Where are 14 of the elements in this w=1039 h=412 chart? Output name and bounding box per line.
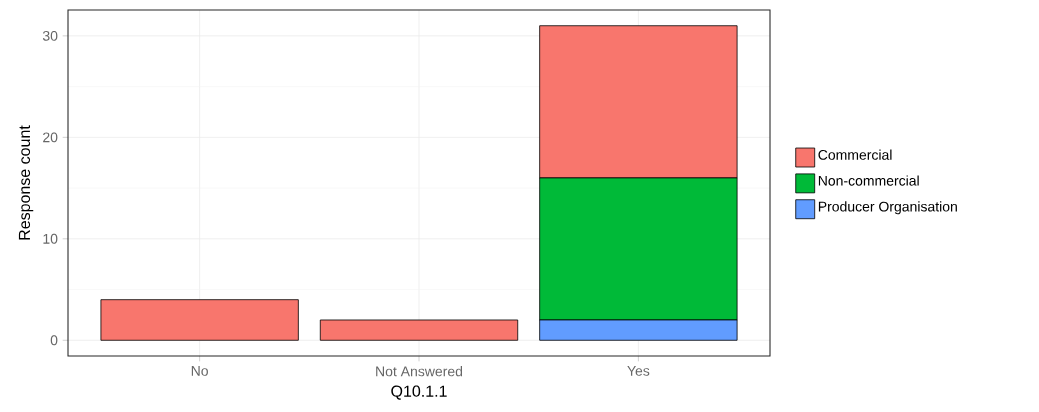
y-tick-label: 30	[42, 30, 58, 41]
y-tick-label: 20	[43, 132, 58, 143]
x-axis-title: Q10.1.1	[391, 385, 447, 400]
y-axis-title: Response count	[18, 125, 34, 240]
legend-label: Producer Organisation	[818, 201, 957, 215]
x-tick-label: Not Answered	[376, 366, 463, 377]
y-tick-label: 0	[50, 335, 58, 346]
bar	[319, 319, 519, 341]
bar	[100, 299, 299, 341]
legend-label: Non-commercial	[818, 175, 919, 186]
legend-label: Commercial	[818, 149, 892, 160]
y-tick-label: 10	[43, 233, 58, 244]
x-tick-label: Yes	[627, 366, 650, 376]
x-tick-label: No	[191, 366, 208, 376]
